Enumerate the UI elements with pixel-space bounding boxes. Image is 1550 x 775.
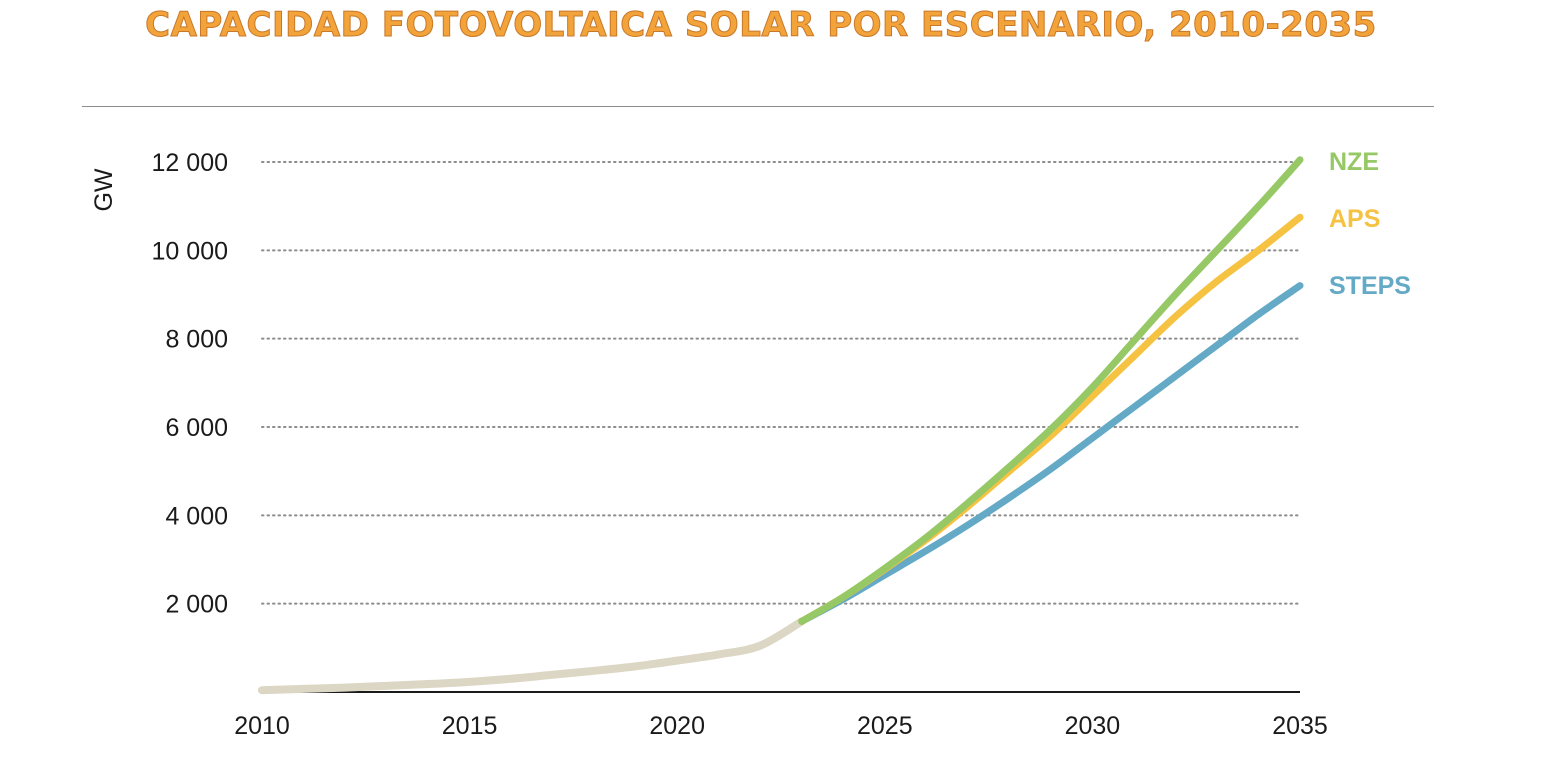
x-tick-label: 2035 bbox=[1272, 712, 1328, 740]
x-tick-label: 2010 bbox=[234, 712, 290, 740]
series-label-nze: NZE bbox=[1329, 148, 1379, 176]
series-line-nze bbox=[798, 156, 1304, 625]
chart-title: CAPACIDAD FOTOVOLTAICA SOLAR POR ESCENAR… bbox=[145, 5, 1377, 46]
series-label-aps: APS bbox=[1329, 205, 1380, 233]
series-lines bbox=[258, 156, 1304, 695]
series-line-aps bbox=[798, 213, 1304, 625]
series-labels: STEPS APS NZE bbox=[1329, 148, 1411, 300]
series-line-steps bbox=[798, 282, 1304, 625]
y-tick-label: 2 000 bbox=[165, 591, 228, 619]
y-tick-label: 6 000 bbox=[165, 414, 228, 442]
gridlines bbox=[261, 161, 1301, 605]
x-tick-label: 2015 bbox=[442, 712, 498, 740]
x-tick-label: 2020 bbox=[649, 712, 705, 740]
historical-line bbox=[258, 617, 806, 695]
y-tick-label: 4 000 bbox=[165, 502, 228, 530]
x-tick-label: 2030 bbox=[1065, 712, 1121, 740]
y-tick-label: 10 000 bbox=[152, 237, 228, 265]
x-axis-ticks: 2010 2015 2020 2025 2030 2035 bbox=[234, 712, 1328, 740]
y-tick-label: 8 000 bbox=[165, 326, 228, 354]
series-label-steps: STEPS bbox=[1329, 272, 1411, 300]
y-tick-label: 12 000 bbox=[152, 149, 228, 177]
x-tick-label: 2025 bbox=[857, 712, 913, 740]
top-divider bbox=[82, 106, 1434, 107]
chart-title-text: CAPACIDAD FOTOVOLTAICA SOLAR POR ESCENAR… bbox=[145, 5, 1377, 45]
y-axis-label: GW bbox=[90, 168, 118, 211]
y-axis-ticks: 2 000 4 000 6 000 8 000 10 000 12 000 bbox=[152, 149, 228, 619]
